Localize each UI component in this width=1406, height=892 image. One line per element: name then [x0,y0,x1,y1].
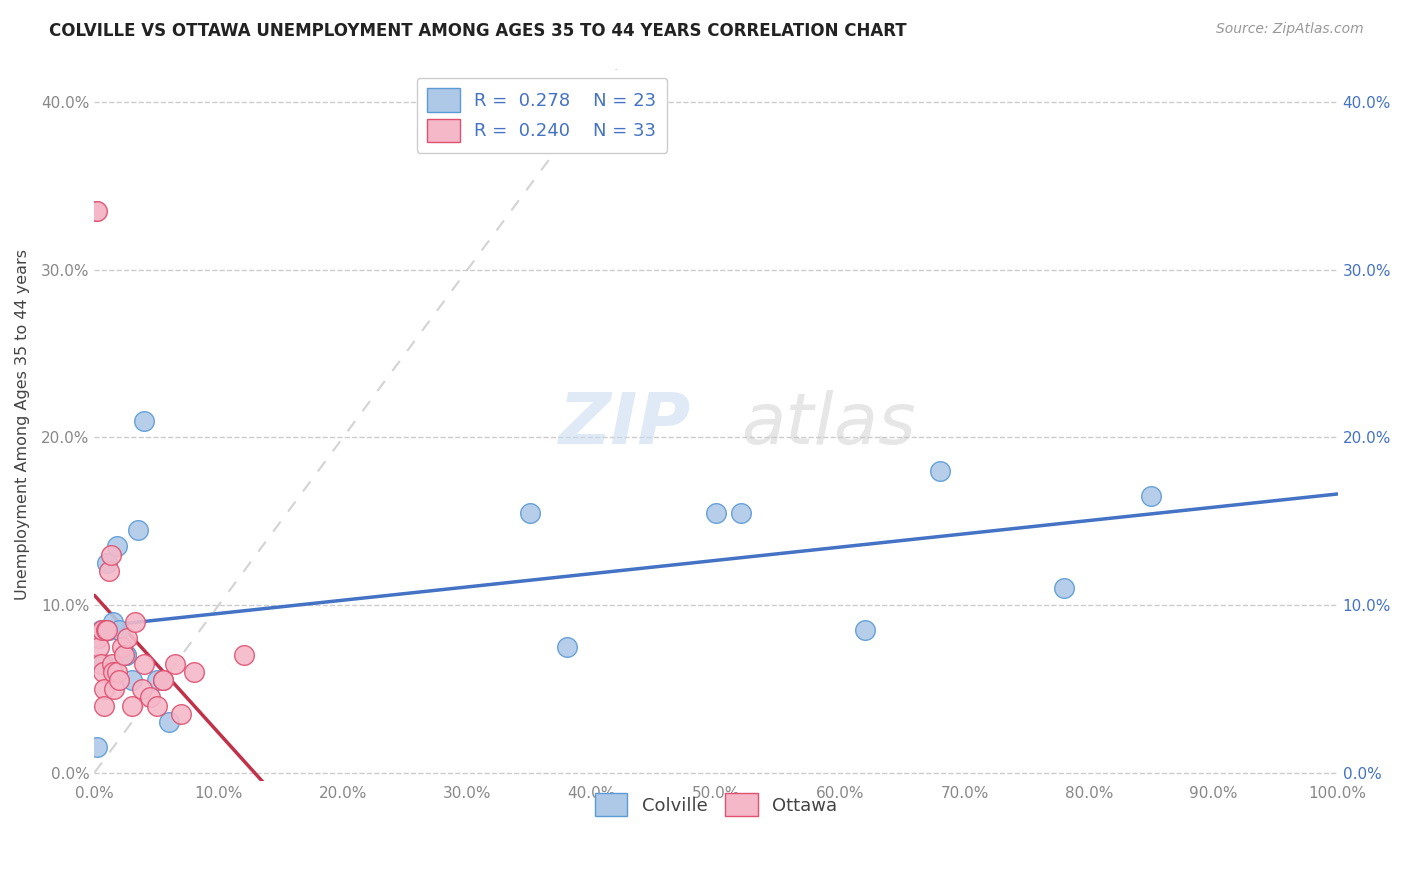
Point [90,623,112,637]
Point [108,673,131,688]
Point [98,565,121,579]
Point [105,665,128,679]
Point [89,640,111,654]
Point [108,623,131,637]
Point [165,657,187,671]
Point [139,690,162,705]
Y-axis label: Unemployment Among Ages 35 to 44 years: Unemployment Among Ages 35 to 44 years [15,249,30,600]
Point [157,715,180,730]
Point [93,657,115,671]
Point [183,665,205,679]
Point [134,657,156,671]
Point [730,506,752,520]
Point [86,740,108,755]
Text: Source: ZipAtlas.com: Source: ZipAtlas.com [1216,22,1364,37]
Point [555,640,578,654]
Point [87,632,110,646]
Point [101,665,124,679]
Point [124,615,146,629]
Point [96,623,118,637]
Point [704,506,727,520]
Point [114,648,136,663]
Point [1053,581,1076,595]
Point [1140,489,1163,503]
Point [100,548,122,562]
Point [152,673,174,688]
Point [134,413,156,427]
Point [853,623,876,637]
Text: atlas: atlas [741,391,915,459]
Point [90,623,112,637]
Point [145,673,167,688]
Point [115,632,138,646]
Text: COLVILLE VS OTTAWA UNEMPLOYMENT AMONG AGES 35 TO 44 YEARS CORRELATION CHART: COLVILLE VS OTTAWA UNEMPLOYMENT AMONG AG… [49,22,907,40]
Point [152,673,174,688]
Point [105,539,128,553]
Point [127,523,149,537]
Point [93,681,115,696]
Text: ZIP: ZIP [560,391,692,459]
Point [96,556,118,570]
Point [86,204,108,219]
Point [928,464,950,478]
Point [91,665,114,679]
Point [145,698,167,713]
Point [114,648,136,663]
Point [98,623,121,637]
Point [103,681,125,696]
Point [519,506,541,520]
Legend: Colville, Ottawa: Colville, Ottawa [586,784,846,825]
Point [93,698,115,713]
Point [121,698,143,713]
Point [111,640,134,654]
Point [94,623,117,637]
Point [232,648,254,663]
Point [84,204,107,219]
Point [101,615,124,629]
Point [101,657,124,671]
Point [170,706,193,721]
Point [90,657,112,671]
Point [112,648,135,663]
Point [121,673,143,688]
Point [131,681,153,696]
